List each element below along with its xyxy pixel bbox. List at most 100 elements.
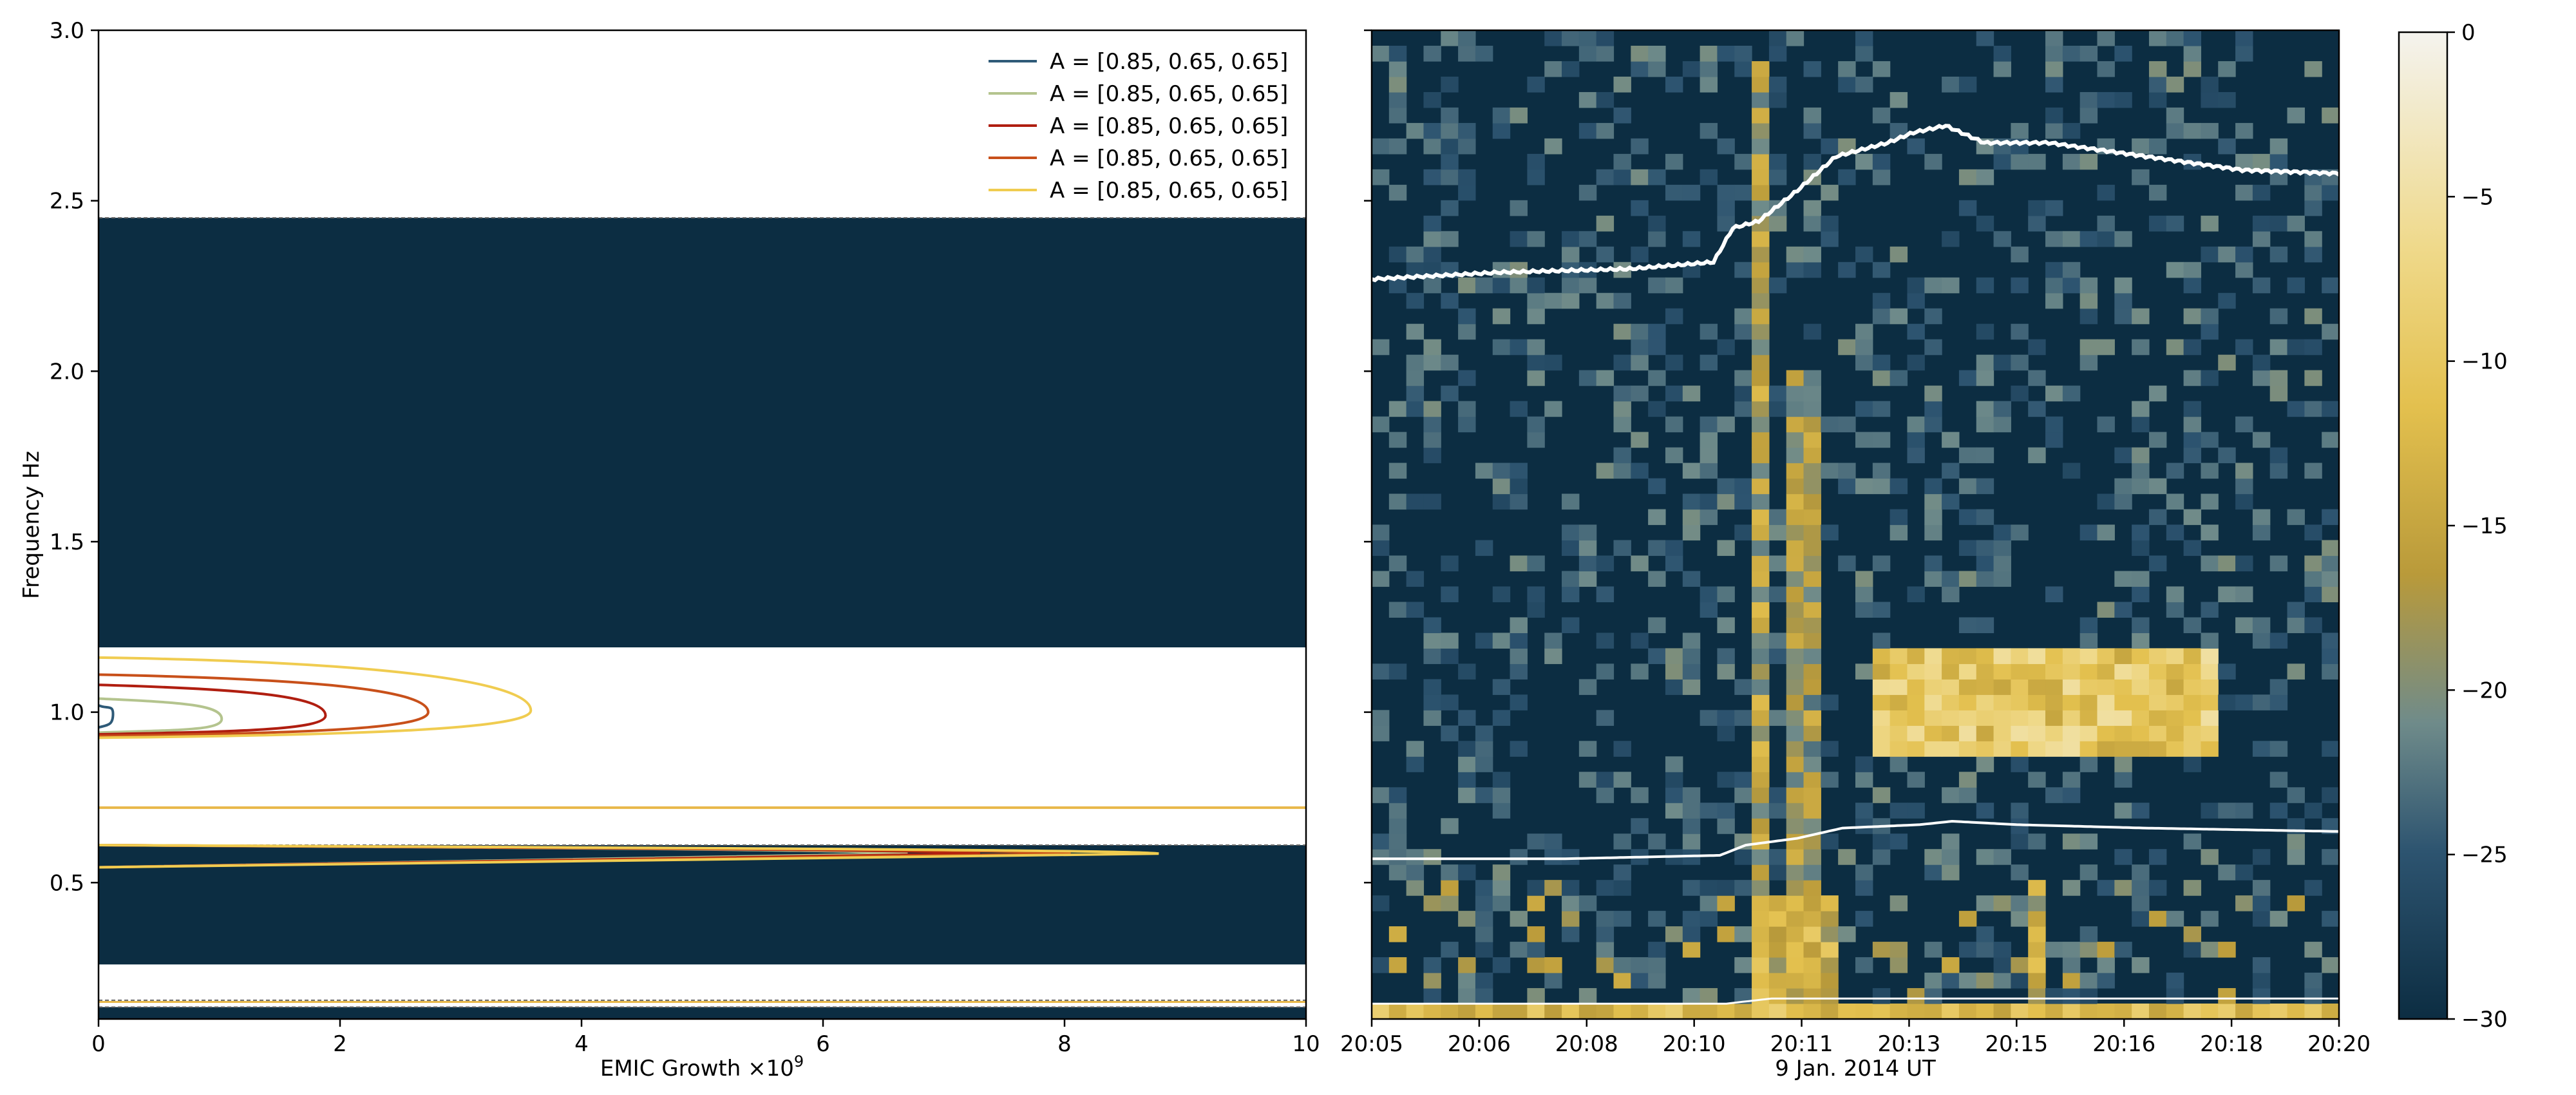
heatmap-cell: [1458, 663, 1476, 680]
heatmap-cell: [1527, 370, 1545, 386]
heatmap-cell: [2079, 277, 2098, 294]
heatmap-cell: [1976, 540, 1994, 557]
heatmap-cell: [2028, 694, 2046, 710]
heatmap-cell: [2079, 1004, 2098, 1019]
heatmap-cell: [1855, 880, 1873, 896]
heatmap-cell: [2148, 741, 2167, 757]
heatmap-cell: [1527, 308, 1545, 325]
heatmap-cell: [2218, 586, 2236, 603]
heatmap-cell: [1700, 432, 1718, 448]
heatmap-cell: [2079, 633, 2098, 649]
heatmap-cell: [1388, 818, 1407, 834]
heatmap-cell: [2304, 617, 2322, 633]
heatmap-cell: [1441, 864, 1459, 881]
heatmap-cell: [1924, 741, 1942, 757]
heatmap-cell: [2304, 586, 2322, 603]
heatmap-cell: [2252, 911, 2271, 927]
heatmap-cell: [1682, 509, 1701, 526]
heatmap-cell: [1855, 354, 1873, 371]
heatmap-cell: [1423, 617, 1441, 633]
heatmap-cell: [1734, 370, 1752, 386]
heatmap-cell: [1682, 911, 1701, 927]
heatmap-cell: [1578, 30, 1597, 46]
heatmap-cell: [1821, 215, 1839, 232]
heatmap-cell: [2079, 648, 2098, 664]
heatmap-cell: [1527, 277, 1545, 294]
heatmap-cell: [1682, 571, 1701, 587]
heatmap-cell: [2148, 30, 2167, 46]
heatmap-cell: [1423, 122, 1441, 139]
heatmap-cell: [1734, 262, 1752, 278]
heatmap-cell: [2114, 880, 2132, 896]
heatmap-cell: [2201, 849, 2219, 865]
heatmap-cell: [2097, 725, 2115, 741]
heatmap-cell: [1786, 524, 1804, 541]
heatmap-cell: [1406, 122, 1425, 139]
heatmap-cell: [1855, 803, 1873, 819]
heatmap-cell: [1372, 849, 1390, 865]
heatmap-cell: [1803, 849, 1821, 865]
heatmap-cell: [2011, 648, 2029, 664]
heatmap-cell: [1406, 571, 1425, 587]
heatmap-cell: [1752, 246, 1770, 263]
heatmap-cell: [1510, 277, 1528, 294]
heatmap-cell: [1613, 1004, 1631, 1019]
heatmap-cell: [2235, 1004, 2253, 1019]
heatmap-cell: [2079, 663, 2098, 680]
heatmap-cell: [1578, 524, 1597, 541]
heatmap-cell: [2322, 957, 2339, 973]
heatmap-cell: [2166, 911, 2184, 927]
heatmap-cell: [2097, 942, 2115, 958]
heatmap-cell: [1821, 524, 1839, 541]
heatmap-cell: [2269, 215, 2288, 232]
heatmap-cell: [2114, 308, 2132, 325]
heatmap-cell: [1406, 323, 1425, 340]
heatmap-cell: [1768, 91, 1787, 108]
heatmap-cell: [1441, 586, 1459, 603]
heatmap-cell: [1717, 586, 1735, 603]
heatmap-cell: [2028, 648, 2046, 664]
heatmap-cell: [2062, 45, 2081, 62]
heatmap-cell: [2028, 957, 2046, 973]
heatmap-cell: [1372, 787, 1390, 803]
heatmap-cell: [1889, 895, 1908, 911]
heatmap-cell: [2322, 277, 2339, 294]
heatmap-cell: [1441, 231, 1459, 247]
heatmap-cell: [1717, 200, 1735, 216]
heatmap-cell: [1786, 880, 1804, 896]
heatmap-cell: [2269, 911, 2288, 927]
heatmap-cell: [1441, 880, 1459, 896]
heatmap-cell: [1441, 354, 1459, 371]
heatmap-cell: [2201, 91, 2219, 108]
heatmap-cell: [1821, 895, 1839, 911]
heatmap-cell: [2235, 694, 2253, 710]
heatmap-cell: [1976, 509, 1994, 526]
right-x-axis-label: 9 Jan. 2014 UT: [1775, 1056, 1936, 1081]
heatmap-cell: [1907, 741, 1925, 757]
heatmap-cell: [2114, 277, 2132, 294]
heatmap-cell: [1510, 633, 1528, 649]
heatmap-cell: [2166, 215, 2184, 232]
heatmap-cell: [1388, 803, 1407, 819]
heatmap-cell: [1458, 138, 1476, 155]
heatmap-cell: [2011, 911, 2029, 927]
heatmap-cell: [2304, 184, 2322, 201]
right-panel: 20:05 20:06 20:08 20:10 20:11 20:13 20:15 20:16…: [1340, 29, 2371, 1081]
heatmap-cell: [1578, 122, 1597, 139]
heatmap-cell: [2097, 663, 2115, 680]
heatmap-cell: [2028, 880, 2046, 896]
heatmap-cell: [2252, 370, 2271, 386]
heatmap-cell: [2045, 942, 2063, 958]
heatmap-cell: [1544, 292, 1562, 309]
heatmap-cell: [2235, 555, 2253, 572]
heatmap-cell: [1562, 911, 1580, 927]
heatmap-cell: [1492, 277, 1511, 294]
heatmap-cell: [1752, 911, 1770, 927]
colorbar-tick-label: −30: [2461, 1007, 2508, 1033]
heatmap-cell: [2235, 493, 2253, 510]
heatmap-cell: [2304, 524, 2322, 541]
heatmap-cell: [1510, 401, 1528, 417]
heatmap-cell: [1700, 509, 1718, 526]
heatmap-cell: [2028, 988, 2046, 1004]
heatmap-cell: [2079, 524, 2098, 541]
